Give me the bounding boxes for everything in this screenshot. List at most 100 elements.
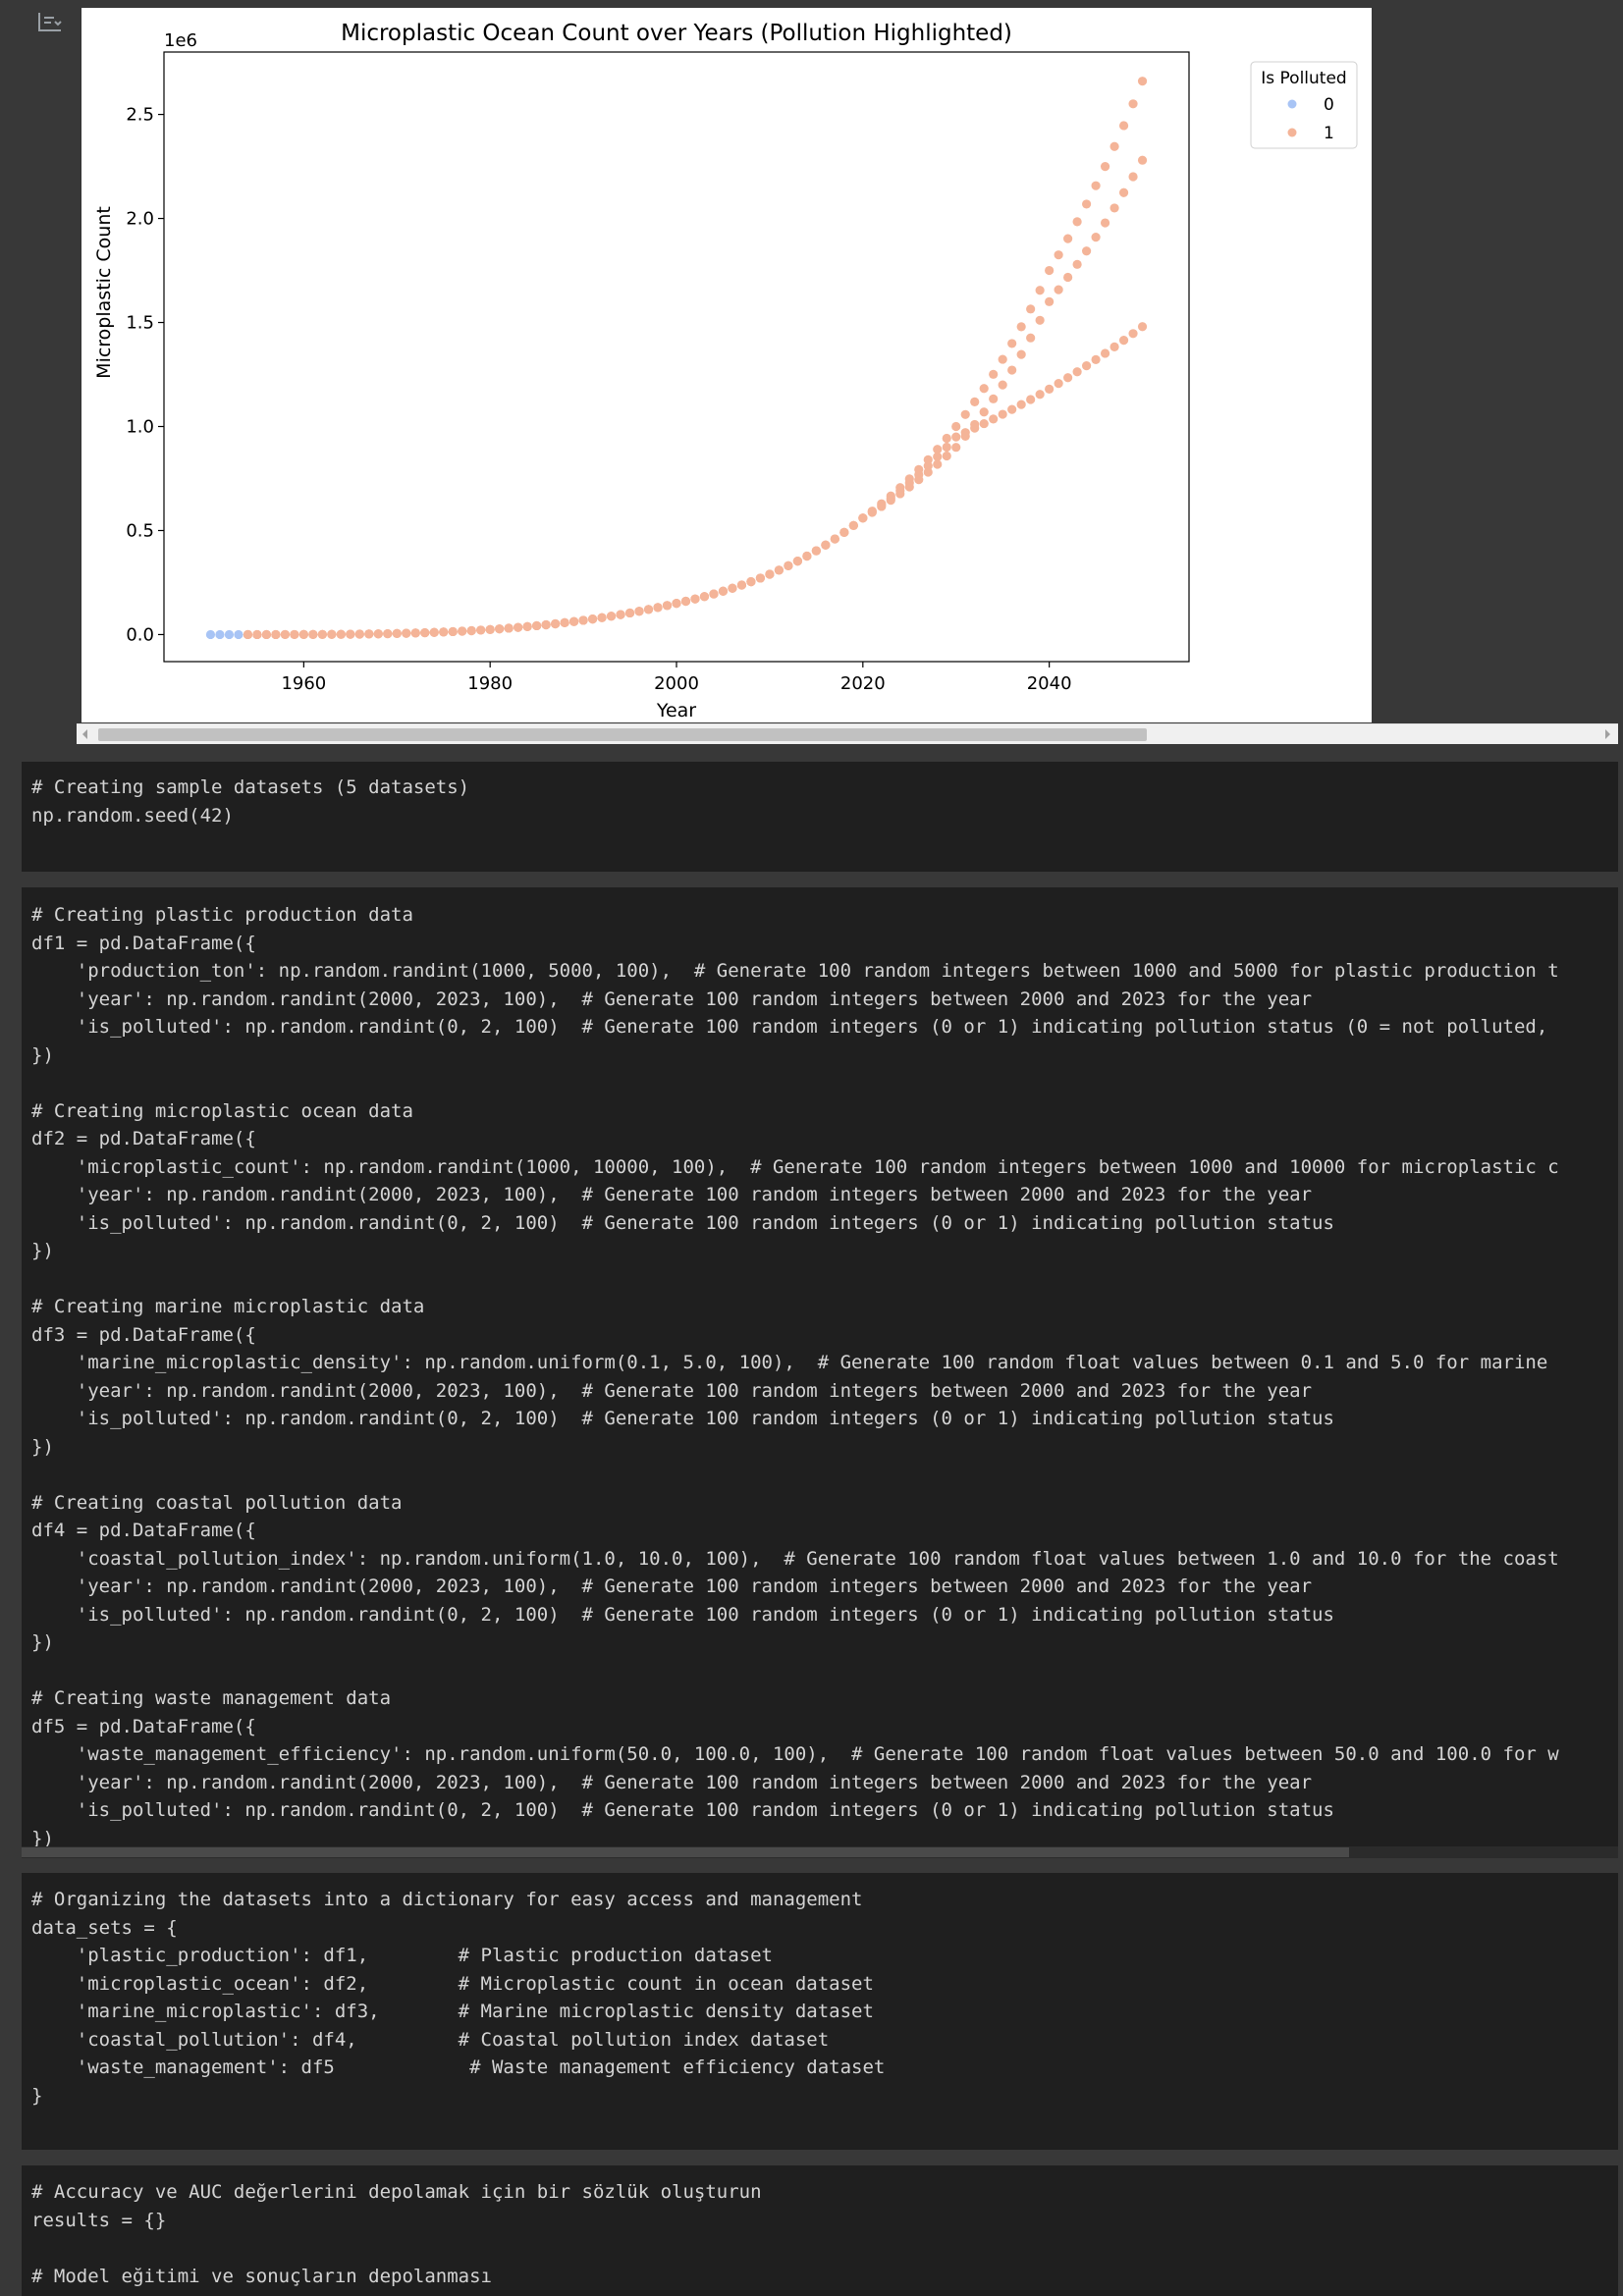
data-point bbox=[514, 622, 523, 632]
data-point bbox=[960, 431, 970, 441]
data-point bbox=[662, 601, 673, 611]
code-editor[interactable]: # Organizing the datasets into a diction… bbox=[31, 1889, 886, 2107]
data-point bbox=[383, 628, 393, 639]
data-point bbox=[709, 589, 719, 599]
data-point bbox=[1016, 322, 1026, 332]
code-cell-3[interactable]: # Organizing the datasets into a diction… bbox=[22, 1873, 1618, 2150]
output-horizontal-scrollbar[interactable] bbox=[77, 723, 1618, 744]
data-point bbox=[243, 629, 253, 640]
data-point bbox=[774, 565, 784, 575]
data-point bbox=[1137, 322, 1148, 332]
data-point bbox=[746, 577, 756, 587]
data-point bbox=[271, 629, 281, 640]
data-point bbox=[933, 459, 943, 469]
data-point bbox=[1118, 121, 1129, 131]
code-cell-1[interactable]: # Creating sample datasets (5 datasets) … bbox=[22, 762, 1618, 872]
data-point bbox=[1091, 354, 1101, 364]
data-point bbox=[699, 592, 710, 602]
data-point bbox=[960, 409, 970, 419]
data-point bbox=[495, 624, 505, 634]
legend: Is Polluted 0 1 bbox=[1250, 61, 1358, 149]
data-point bbox=[1054, 250, 1063, 260]
code-editor[interactable]: # Creating plastic production data df1 =… bbox=[31, 904, 1559, 1849]
data-point bbox=[951, 443, 961, 453]
data-point bbox=[327, 629, 337, 639]
data-point bbox=[680, 596, 691, 607]
data-point bbox=[653, 603, 663, 613]
scroll-right-icon[interactable] bbox=[1602, 728, 1612, 740]
output-collapse-icon[interactable] bbox=[35, 8, 65, 35]
x-tick-label: 1980 bbox=[467, 673, 513, 694]
data-point bbox=[1054, 379, 1063, 389]
data-point bbox=[942, 433, 951, 444]
data-point bbox=[1054, 285, 1063, 294]
data-point bbox=[970, 397, 980, 407]
legend-label-0: 0 bbox=[1324, 95, 1334, 115]
legend-marker-1 bbox=[1287, 128, 1297, 137]
data-point bbox=[1026, 395, 1036, 404]
y-tick-label: 1.0 bbox=[126, 417, 154, 438]
scrollbar-thumb[interactable] bbox=[22, 1847, 1349, 1857]
cell-horizontal-scrollbar[interactable] bbox=[22, 1846, 1618, 1858]
data-point bbox=[765, 569, 775, 579]
data-point bbox=[1072, 259, 1082, 269]
data-point bbox=[923, 467, 933, 477]
data-point bbox=[448, 626, 458, 637]
data-point bbox=[439, 627, 449, 637]
data-point bbox=[802, 551, 812, 561]
data-point bbox=[346, 629, 355, 639]
plot-frame bbox=[163, 51, 1190, 663]
legend-label-1: 1 bbox=[1324, 124, 1334, 143]
data-point bbox=[560, 617, 569, 627]
data-point bbox=[1100, 218, 1110, 228]
code-cell-4[interactable]: # Accuracy ve AUC değerlerini depolamak … bbox=[22, 2165, 1618, 2296]
data-point bbox=[1063, 373, 1073, 383]
data-point bbox=[298, 629, 308, 640]
data-point bbox=[317, 629, 327, 639]
data-point bbox=[792, 556, 802, 566]
data-point bbox=[504, 623, 514, 633]
data-point bbox=[392, 628, 402, 638]
code-editor[interactable]: # Accuracy ve AUC değerlerini depolamak … bbox=[31, 2181, 762, 2287]
data-point bbox=[923, 454, 933, 464]
data-point bbox=[624, 608, 635, 618]
data-point bbox=[587, 614, 598, 624]
code-cell-2[interactable]: # Creating plastic production data df1 =… bbox=[22, 887, 1618, 1858]
y-axis-label: Microplastic Count bbox=[93, 206, 115, 379]
data-point bbox=[290, 629, 299, 640]
data-point bbox=[951, 421, 961, 432]
data-point bbox=[354, 629, 364, 639]
data-point bbox=[1137, 77, 1148, 86]
data-point bbox=[1109, 342, 1119, 351]
data-point bbox=[839, 527, 849, 538]
data-point bbox=[476, 625, 486, 635]
scrollbar-thumb[interactable] bbox=[98, 728, 1147, 741]
data-point bbox=[998, 409, 1007, 419]
data-point bbox=[224, 629, 235, 640]
data-point bbox=[1007, 404, 1017, 414]
data-point bbox=[234, 629, 243, 640]
data-point bbox=[728, 583, 737, 593]
data-point bbox=[1045, 384, 1055, 394]
data-point bbox=[420, 627, 430, 638]
data-point bbox=[1045, 296, 1055, 306]
data-point bbox=[1109, 203, 1119, 213]
x-tick-label: 2020 bbox=[840, 673, 886, 694]
data-point bbox=[1100, 162, 1110, 172]
data-point bbox=[989, 369, 999, 379]
data-point bbox=[522, 621, 532, 631]
data-point bbox=[336, 629, 346, 639]
legend-marker-0 bbox=[1287, 99, 1297, 109]
data-point bbox=[904, 474, 914, 484]
data-point bbox=[998, 380, 1007, 390]
scroll-left-icon[interactable] bbox=[81, 728, 90, 740]
data-point bbox=[215, 629, 225, 640]
data-point bbox=[858, 513, 868, 523]
data-point bbox=[308, 629, 318, 639]
data-point bbox=[895, 483, 905, 493]
data-point bbox=[1026, 304, 1036, 314]
data-point bbox=[904, 482, 914, 492]
code-editor[interactable]: # Creating sample datasets (5 datasets) … bbox=[31, 776, 470, 827]
data-point bbox=[551, 618, 561, 629]
x-tick-label: 2040 bbox=[1027, 673, 1072, 694]
